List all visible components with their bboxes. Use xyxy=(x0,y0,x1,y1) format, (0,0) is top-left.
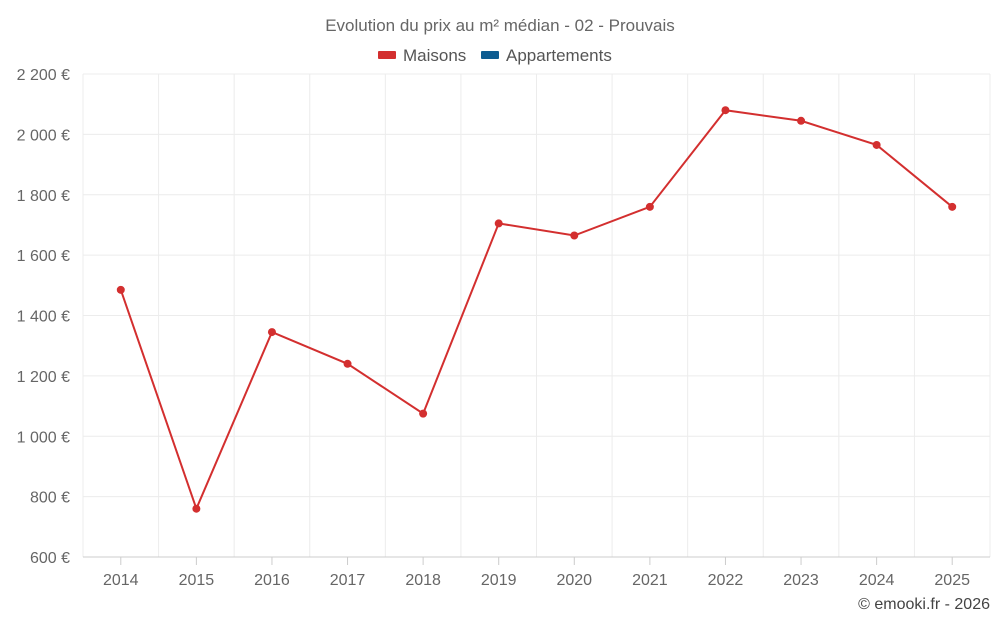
legend-label-maisons: Maisons xyxy=(403,46,466,65)
credit-text: © emooki.fr - 2026 xyxy=(858,596,990,613)
x-axis: 2014 2015 2016 2017 2018 2019 2020 2021 2022 2023… xyxy=(83,556,990,589)
x-tick-label: 2025 xyxy=(934,572,970,589)
legend-label-appartements: Appartements xyxy=(506,46,612,65)
y-tick-label: 1 000 € xyxy=(17,429,70,446)
legend-item-maisons[interactable]: Maisons xyxy=(378,46,466,65)
y-tick-label: 1 400 € xyxy=(17,309,70,326)
data-point-maisons[interactable] xyxy=(797,116,806,125)
y-tick-label: 1 200 € xyxy=(17,369,70,386)
data-point-maisons[interactable] xyxy=(872,140,881,149)
data-point-maisons[interactable] xyxy=(570,231,579,240)
y-tick-label: 1 600 € xyxy=(17,248,70,265)
x-tick-label: 2022 xyxy=(708,572,744,589)
series-layer xyxy=(116,106,957,513)
y-tick-label: 600 € xyxy=(30,550,70,567)
series-line-maisons xyxy=(119,109,953,512)
data-point-maisons[interactable] xyxy=(116,285,125,294)
x-tick-label: 2017 xyxy=(330,572,366,589)
y-tick-label: 2 200 € xyxy=(17,67,70,84)
data-point-maisons[interactable] xyxy=(267,328,276,337)
x-tick-label: 2019 xyxy=(481,572,517,589)
data-point-maisons[interactable] xyxy=(494,219,503,228)
chart-legend: Maisons Appartements xyxy=(378,46,612,65)
x-tick-label: 2020 xyxy=(556,572,592,589)
x-tick-label: 2021 xyxy=(632,572,668,589)
x-tick-label: 2023 xyxy=(783,572,819,589)
data-point-maisons[interactable] xyxy=(192,504,201,513)
y-tick-label: 2 000 € xyxy=(17,127,70,144)
data-point-maisons[interactable] xyxy=(645,202,654,211)
legend-swatch-maisons xyxy=(378,51,396,59)
legend-swatch-appartements xyxy=(481,51,499,59)
x-tick-label: 2016 xyxy=(254,572,290,589)
data-point-maisons[interactable] xyxy=(343,359,352,368)
x-tick-label: 2018 xyxy=(405,572,441,589)
x-tick-label: 2024 xyxy=(859,572,895,589)
y-axis: 600 € 800 € 1 000 € 1 200 € 1 400 € 1 600 € 1 … xyxy=(17,67,84,567)
data-point-maisons[interactable] xyxy=(721,106,730,115)
grid xyxy=(83,73,991,557)
legend-item-appartements[interactable]: Appartements xyxy=(481,46,612,65)
chart-title: Evolution du prix au m² médian - 02 - Pr… xyxy=(325,16,675,35)
y-tick-label: 1 800 € xyxy=(17,188,70,205)
y-tick-label: 800 € xyxy=(30,490,70,507)
x-tick-label: 2014 xyxy=(103,572,139,589)
x-tick-label: 2015 xyxy=(179,572,215,589)
data-point-maisons[interactable] xyxy=(419,409,428,418)
data-point-maisons[interactable] xyxy=(948,202,957,211)
